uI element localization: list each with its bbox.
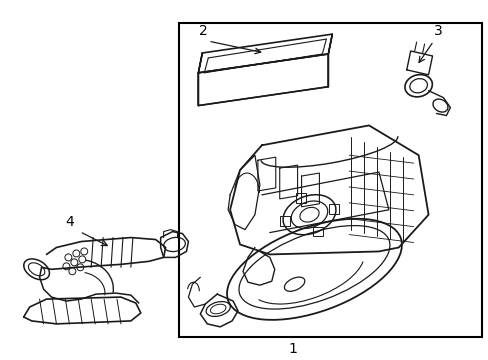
Text: 2: 2 bbox=[199, 24, 207, 38]
Bar bbox=[295, 193, 305, 203]
Bar bbox=[313, 226, 323, 237]
Bar bbox=[280, 216, 289, 226]
Text: 4: 4 bbox=[65, 215, 74, 229]
Bar bbox=[328, 204, 338, 213]
Text: 3: 3 bbox=[433, 24, 442, 38]
Bar bbox=[179, 23, 481, 337]
Text: 1: 1 bbox=[288, 342, 297, 356]
